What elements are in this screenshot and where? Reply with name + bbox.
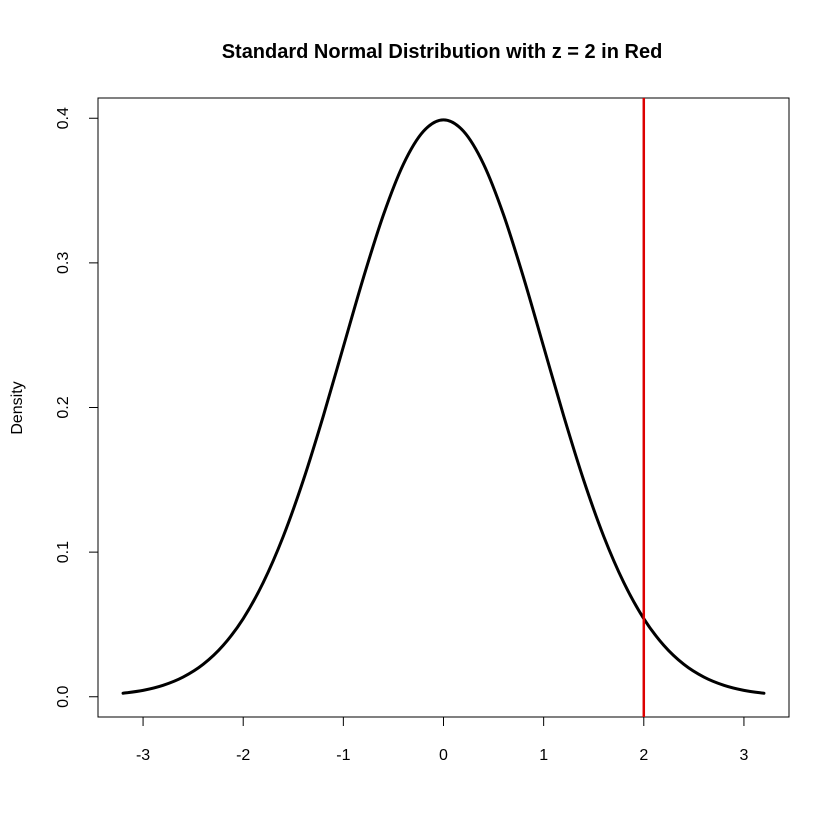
x-tick-label: -3	[136, 747, 150, 764]
x-axis: -3 -2 -1 0 1 2 3	[136, 716, 748, 764]
y-tick-label: 0.4	[55, 107, 72, 129]
y-tick-label: 0.1	[55, 541, 72, 563]
density-curve	[121, 118, 766, 695]
y-axis: 0.0 0.1 0.2 0.3 0.4	[55, 107, 99, 708]
x-tick-label: -2	[236, 747, 250, 764]
chart-title: Standard Normal Distribution with z = 2 …	[222, 41, 663, 63]
y-axis-label: Density	[9, 381, 26, 434]
x-tick-label: 3	[739, 747, 748, 764]
y-tick-label: 0.2	[55, 396, 72, 418]
y-tick-label: 0.3	[55, 252, 72, 274]
x-tick-label: 1	[539, 747, 548, 764]
x-tick-label: 0	[439, 747, 448, 764]
y-tick-label: 0.0	[55, 686, 72, 708]
x-tick-label: 2	[639, 747, 648, 764]
x-tick-label: -1	[336, 747, 350, 764]
series-layer	[121, 118, 766, 695]
plot-frame	[97, 97, 790, 718]
